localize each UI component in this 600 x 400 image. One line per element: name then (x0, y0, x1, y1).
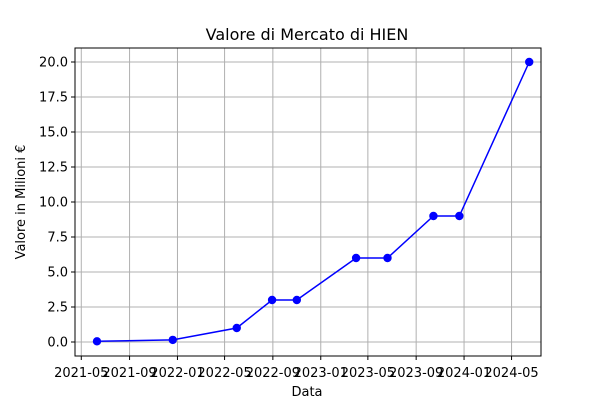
x-tick-label: 2023-09 (389, 366, 443, 381)
y-tick-label: 12.5 (39, 161, 68, 176)
data-point (525, 57, 534, 67)
y-tick-label: 7.5 (47, 231, 68, 246)
data-point (292, 295, 302, 305)
data-point (351, 253, 361, 263)
x-tick-label: 2023-05 (341, 366, 395, 381)
y-tick-label: 20.0 (39, 56, 68, 71)
y-tick-label: 15.0 (39, 126, 68, 141)
x-tick-label: 2021-09 (102, 366, 156, 381)
y-tick-label: 0.0 (47, 336, 68, 351)
data-point (92, 337, 102, 346)
x-axis: 2021-052021-092022-012022-052022-092023-… (54, 356, 539, 381)
x-tick-label: 2022-01 (150, 366, 204, 381)
x-tick-label: 2022-05 (197, 366, 251, 381)
y-axis-label: Valore in Milioni € (14, 145, 29, 260)
x-axis-label: Data (291, 385, 322, 400)
chart-title: Valore di Mercato di HIEN (206, 25, 409, 44)
data-point (455, 211, 464, 221)
x-tick-label: 2021-05 (54, 366, 108, 381)
y-axis: 0.0 2.5 5.0 7.5 10.0 12.5 15.0 17.5 20.0 (39, 56, 75, 351)
x-tick-label: 2024-05 (484, 366, 538, 381)
series (92, 57, 534, 346)
data-point (429, 211, 438, 221)
x-tick-label: 2024-01 (437, 366, 491, 381)
grid (75, 48, 541, 356)
x-tick-label: 2022-09 (246, 366, 300, 381)
data-point (267, 295, 277, 305)
y-tick-label: 5.0 (47, 266, 68, 281)
data-point (232, 323, 241, 333)
y-tick-label: 2.5 (47, 301, 68, 316)
data-point (383, 253, 392, 263)
y-tick-label: 10.0 (39, 196, 68, 211)
x-tick-label: 2023-01 (294, 366, 348, 381)
y-tick-label: 17.5 (39, 91, 68, 106)
data-point (168, 335, 177, 345)
series-line (96, 61, 530, 343)
